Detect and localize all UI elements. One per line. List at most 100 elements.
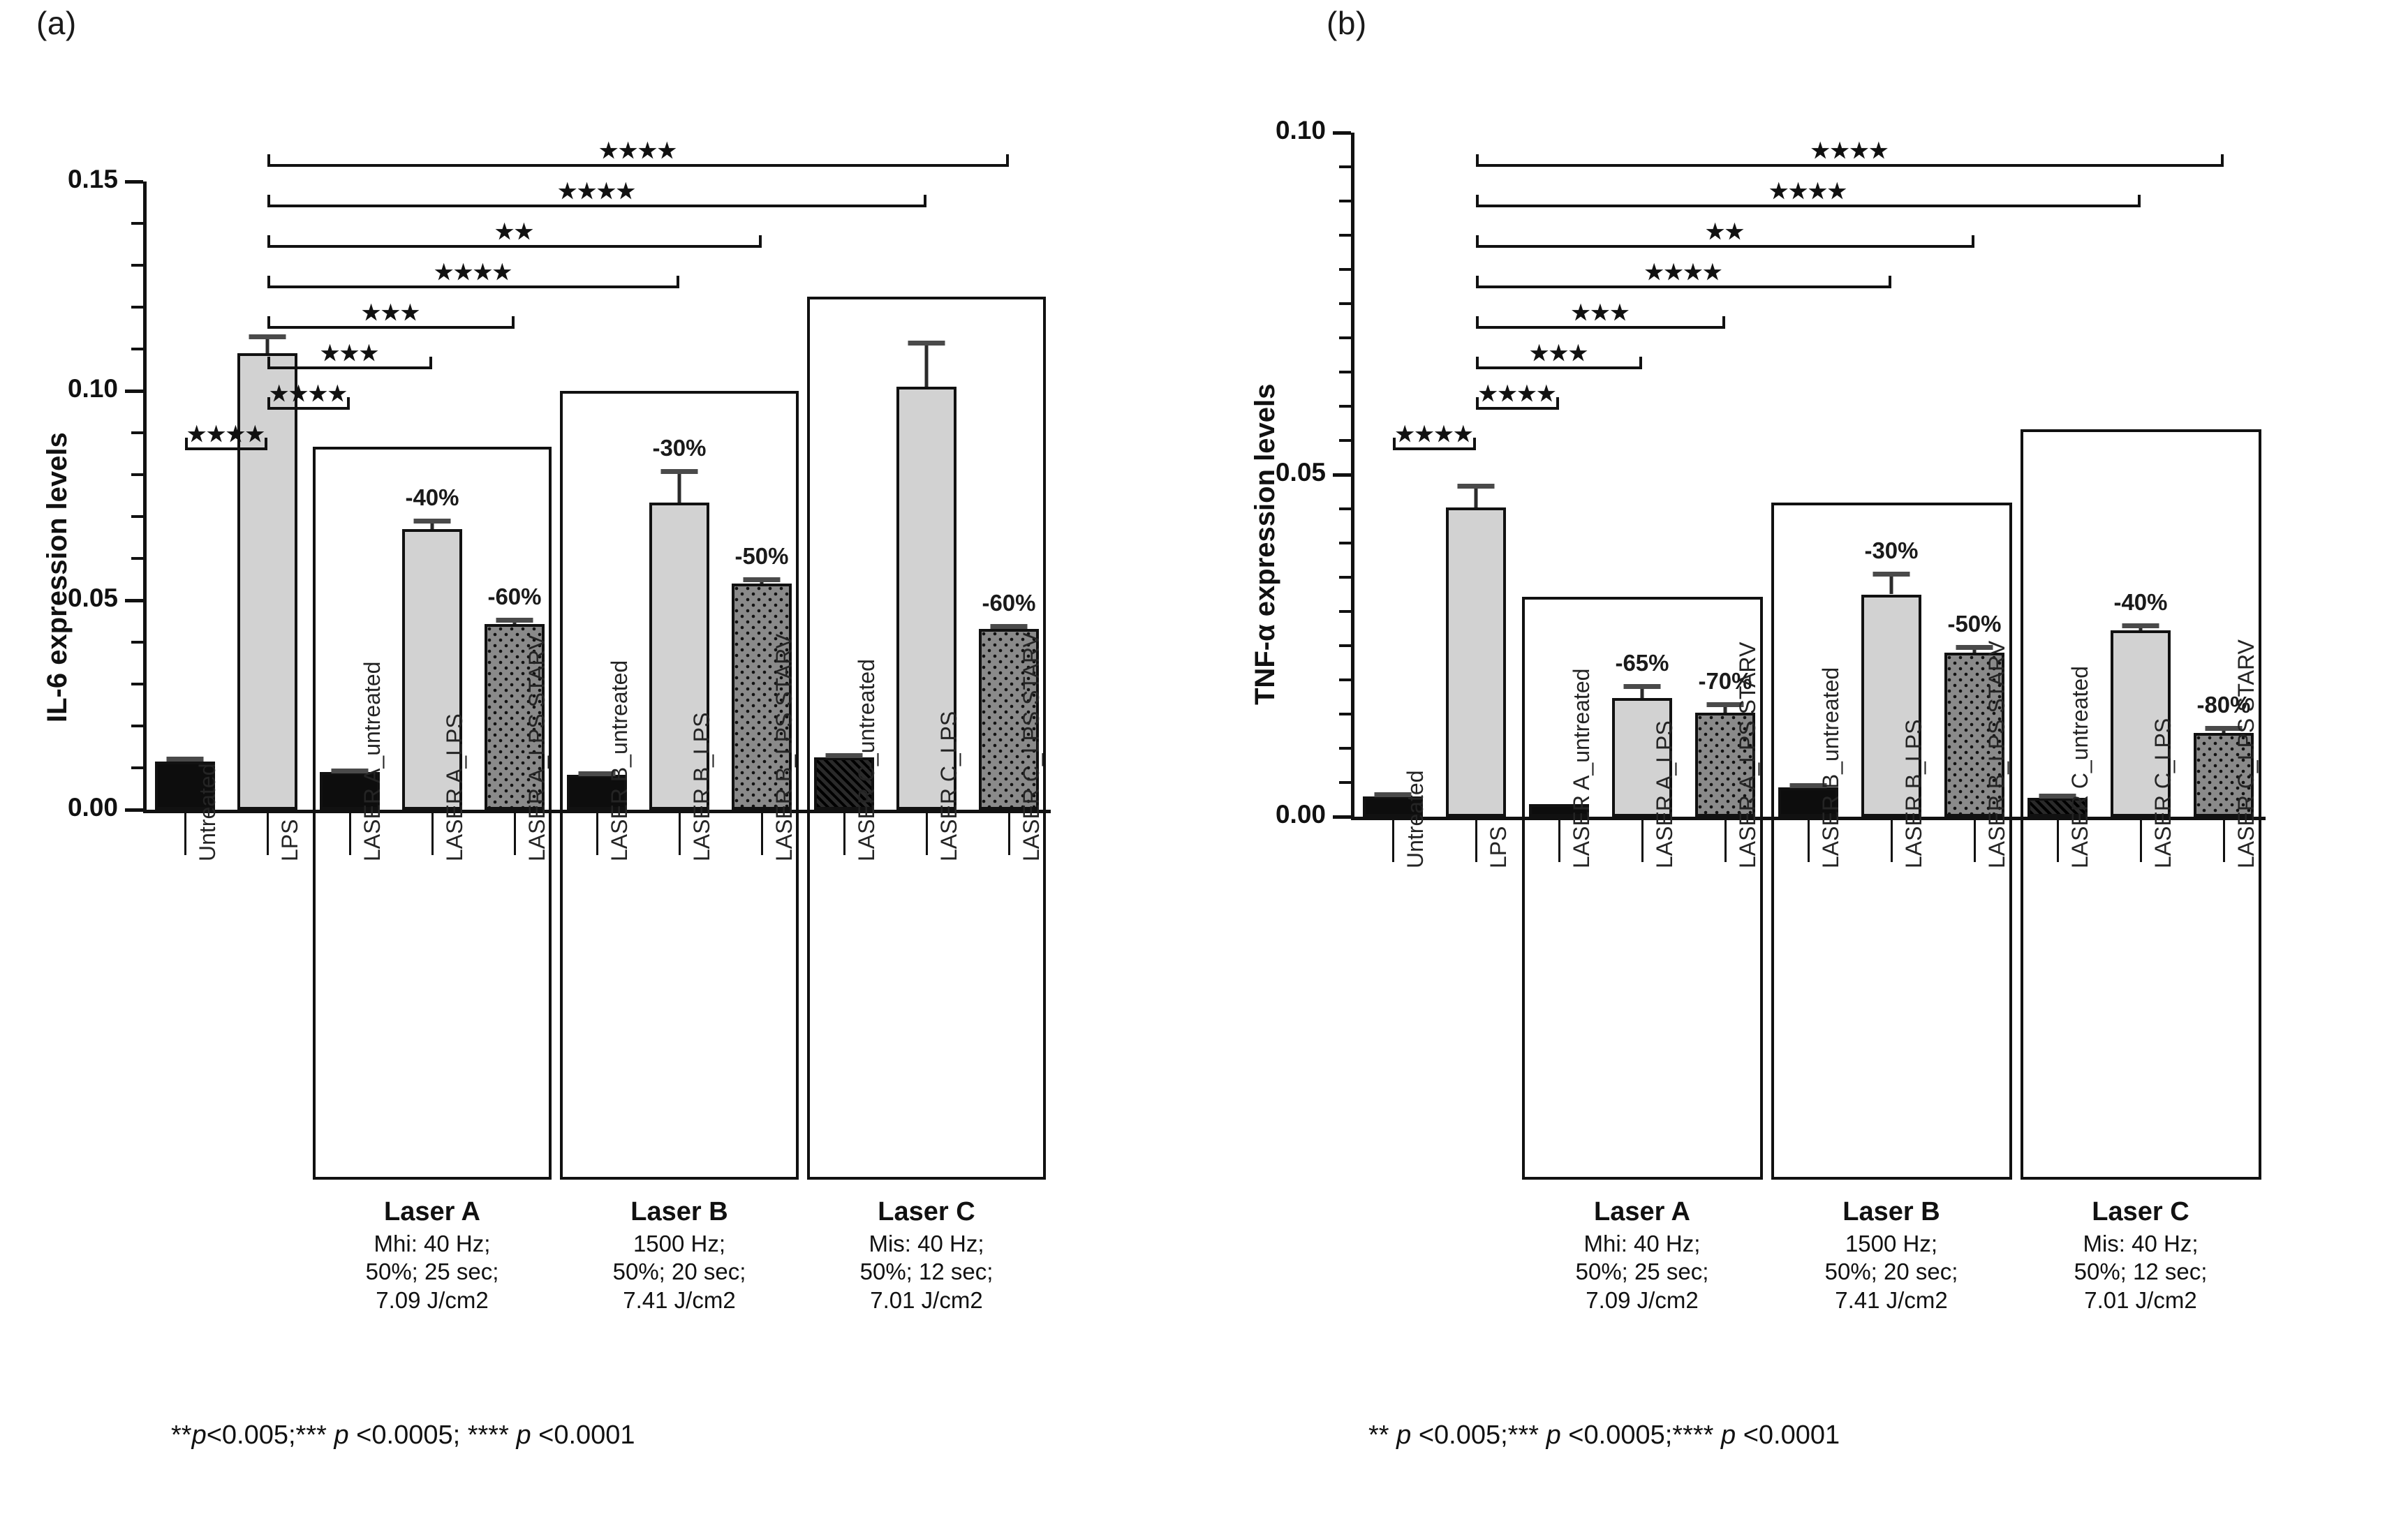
y-tick-major: [125, 808, 143, 812]
laser-group-detail: Mis: 40 Hz;: [869, 1231, 984, 1256]
x-tick: [1558, 820, 1560, 862]
bar: [732, 584, 792, 810]
bar: [485, 624, 545, 810]
bar: [2194, 733, 2254, 817]
significance-stars: ★★★: [320, 342, 379, 365]
error-bar: [979, 624, 1039, 630]
x-tick: [1724, 820, 1727, 862]
x-tick: [679, 813, 681, 855]
x-tick: [184, 813, 186, 855]
y-tick-minor: [1339, 234, 1351, 237]
significance-bracket: ★★★: [267, 303, 515, 329]
laser-group-caption: Laser C Mis: 40 Hz; 50%; 12 sec; 7.01 J/cm…: [794, 1197, 1059, 1314]
error-bar: [2111, 623, 2171, 631]
p-value-footnote: ** p <0.005;*** p <0.0005;**** p <0.0001: [1368, 1420, 1840, 1450]
y-tick-minor: [1339, 336, 1351, 339]
y-tick-major: [1333, 473, 1351, 477]
significance-stars: ★★★★: [1644, 261, 1723, 284]
laser-group-caption: Laser A Mhi: 40 Hz; 50%; 25 sec; 7.09 J/cm…: [300, 1197, 565, 1314]
x-tick: [2057, 820, 2059, 862]
significance-stars: ★★★★: [187, 423, 265, 446]
y-tick-minor: [1339, 439, 1351, 442]
significance-bracket: ★★★★: [1476, 261, 1891, 288]
error-bar: [567, 771, 627, 776]
error-bar: [2027, 793, 2088, 799]
y-tick-minor: [131, 264, 143, 267]
y-tick-label: 0.15: [67, 165, 118, 193]
bar: [320, 772, 380, 810]
y-tick-label: 0.00: [1275, 800, 1326, 829]
y-tick-minor: [1339, 268, 1351, 271]
laser-group-caption: Laser C Mis: 40 Hz; 50%; 12 sec; 7.01 J/cm…: [2008, 1197, 2273, 1314]
error-bar: [1612, 683, 1672, 699]
x-axis-label: Untreated: [1403, 770, 1428, 868]
significance-stars: ★★★: [1530, 342, 1588, 365]
laser-group-box: [313, 447, 552, 1180]
significance-stars: ★★★★: [1395, 423, 1474, 446]
laser-group-detail: 50%; 12 sec;: [859, 1259, 994, 1285]
y-tick-label: 0.00: [67, 793, 118, 822]
percent-change-label: -70%: [1698, 668, 1752, 695]
laser-group-box: [560, 391, 799, 1180]
laser-group-name: Laser B: [630, 1197, 728, 1226]
y-tick-label: 0.10: [67, 374, 118, 403]
laser-group-detail: 1500 Hz;: [633, 1231, 726, 1256]
x-tick: [267, 813, 269, 855]
bar: [2027, 797, 2088, 817]
x-tick: [1974, 820, 1976, 862]
laser-group-name: Laser C: [878, 1197, 975, 1226]
significance-stars: ★★★★: [434, 261, 512, 284]
laser-group-box: [807, 297, 1046, 1180]
bar: [1529, 804, 1589, 817]
x-axis-line: [1351, 817, 2266, 820]
significance-stars: ★★★★: [1478, 383, 1557, 406]
bar: [1446, 507, 1506, 817]
error-bar: [320, 768, 380, 773]
significance-bracket: ★★★★: [267, 180, 926, 207]
significance-stars: ★★★★: [269, 383, 348, 406]
bar: [237, 353, 297, 810]
y-tick-minor: [131, 222, 143, 225]
percent-change-label: -40%: [405, 484, 459, 510]
error-bar: [1446, 483, 1506, 508]
p-value-footnote: **p<0.005;*** p <0.0005; **** p <0.0001: [171, 1420, 635, 1450]
y-tick-label: 0.05: [1275, 458, 1326, 487]
error-bar: [155, 757, 215, 762]
y-tick-minor: [1339, 713, 1351, 715]
significance-stars: ★★: [1706, 221, 1745, 244]
significance-stars: ★★★★: [558, 180, 636, 203]
bar: [402, 529, 462, 810]
x-axis-label: LPS: [277, 819, 302, 861]
error-bar: [237, 334, 297, 353]
y-tick-minor: [1339, 576, 1351, 579]
significance-bracket: ★★★: [267, 342, 432, 369]
laser-group-detail: 50%; 25 sec;: [1575, 1259, 1709, 1285]
bar: [155, 762, 215, 810]
y-tick-major: [1333, 131, 1351, 135]
x-tick: [1641, 820, 1644, 862]
y-tick-minor: [131, 683, 143, 685]
laser-group-detail: 7.01 J/cm2: [2084, 1286, 2197, 1313]
y-tick-minor: [1339, 747, 1351, 750]
y-tick-minor: [1339, 371, 1351, 373]
y-axis-title: IL-6 expression levels: [42, 432, 73, 722]
y-tick-minor: [1339, 405, 1351, 408]
y-tick-minor: [131, 725, 143, 727]
x-axis-label: LPS: [1486, 826, 1511, 868]
percent-change-label: -50%: [734, 543, 789, 569]
significance-bracket: ★★★★: [1476, 181, 2141, 207]
percent-change-label: -30%: [1864, 537, 1919, 564]
laser-group-name: Laser B: [1842, 1197, 1940, 1226]
panel-letter-b: (b): [1327, 5, 1367, 41]
laser-group-caption: Laser A Mhi: 40 Hz; 50%; 25 sec; 7.09 J/cm…: [1509, 1197, 1775, 1314]
error-bar: [1944, 644, 2004, 653]
error-bar: [485, 618, 545, 625]
significance-bracket: ★★★★: [1476, 383, 1559, 410]
significance-bracket: ★★★★: [1393, 423, 1476, 450]
percent-change-label: -60%: [487, 584, 542, 610]
x-tick: [1392, 820, 1394, 862]
bar: [1778, 787, 1838, 817]
x-tick: [349, 813, 351, 855]
significance-bracket: ★★★: [1476, 342, 1642, 369]
bar: [979, 628, 1039, 810]
